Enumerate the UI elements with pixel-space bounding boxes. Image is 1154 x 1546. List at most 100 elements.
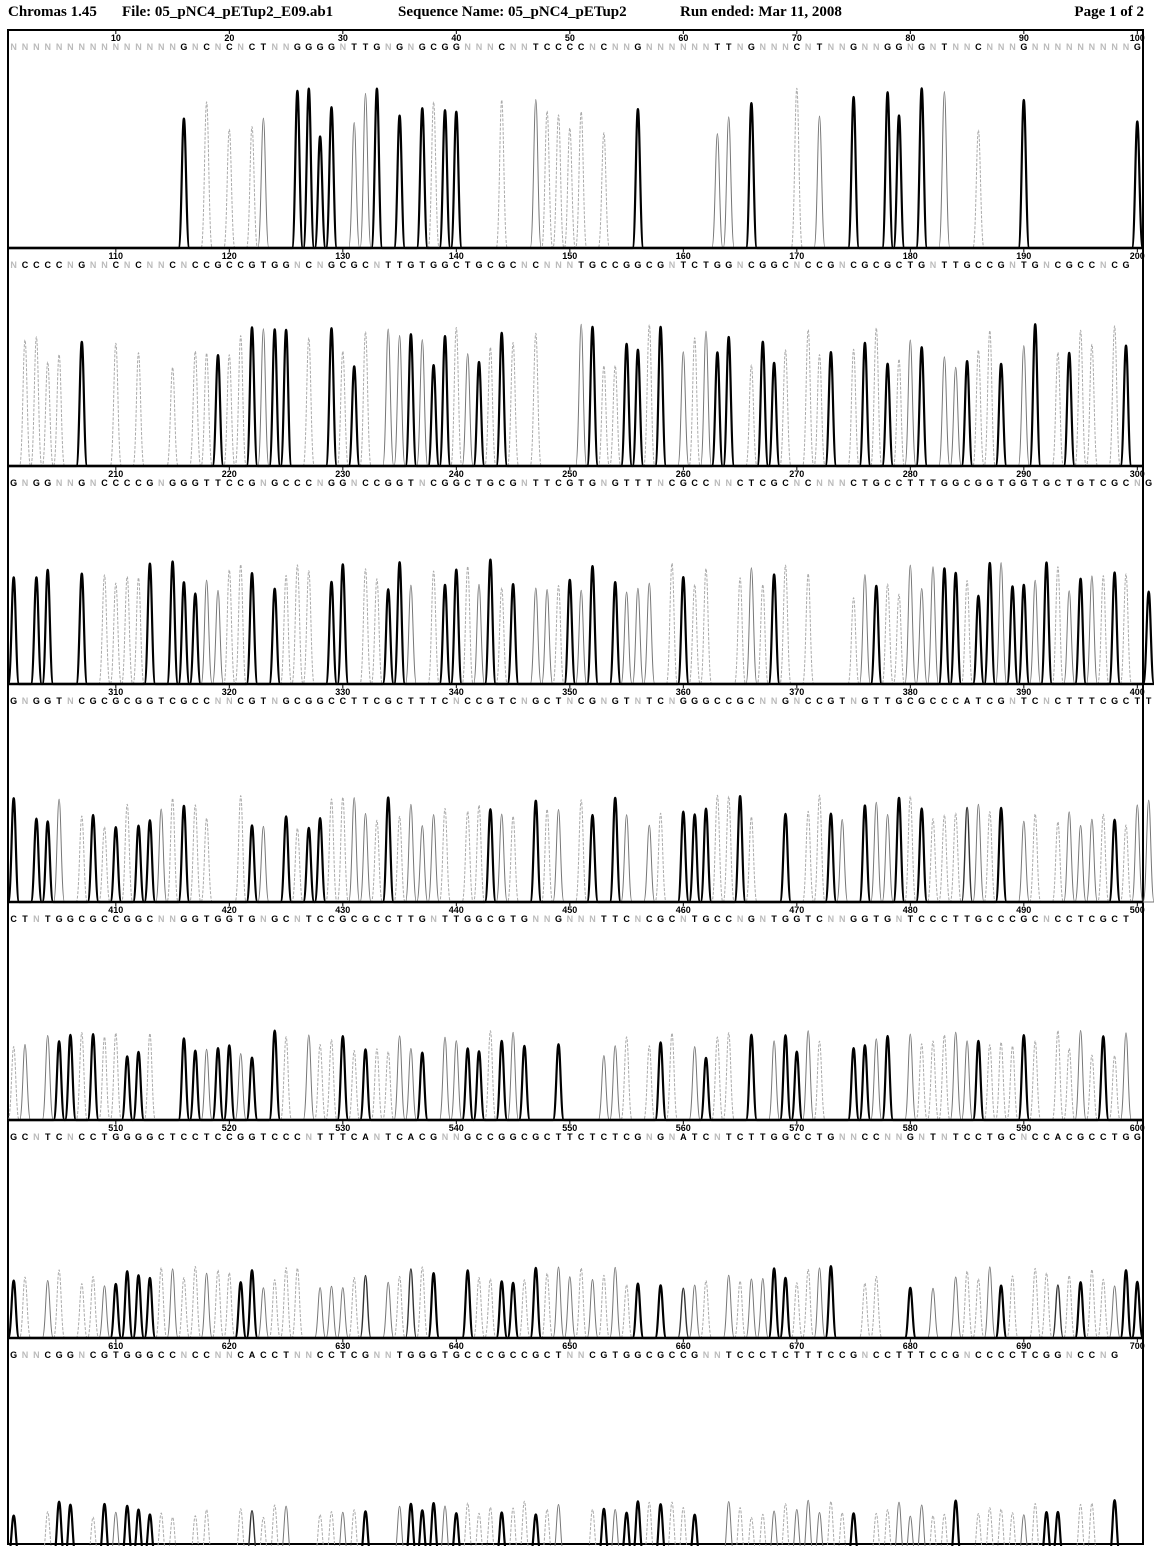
base-call: C <box>884 478 891 488</box>
base-call: G <box>294 42 301 52</box>
base-call: G <box>498 1350 505 1360</box>
base-call: C <box>623 1132 630 1142</box>
base-call: C <box>1089 914 1096 924</box>
base-call: G <box>782 696 789 706</box>
base-call: T <box>908 1350 914 1360</box>
base-call: N <box>226 1350 233 1360</box>
base-call: T <box>805 914 811 924</box>
base-call: C <box>79 696 86 706</box>
base-call: G <box>271 914 278 924</box>
base-call: C <box>691 478 698 488</box>
base-call: G <box>691 696 698 706</box>
base-call: N <box>22 696 29 706</box>
base-call: C <box>760 478 767 488</box>
base-call: C <box>748 696 755 706</box>
base-call: C <box>44 1350 51 1360</box>
base-call: C <box>1043 1132 1050 1142</box>
base-call: C <box>1055 478 1062 488</box>
position-label: 160 <box>676 251 691 261</box>
base-call: C <box>158 1350 165 1360</box>
base-call: C <box>283 478 290 488</box>
base-call: C <box>601 1132 608 1142</box>
base-call: N <box>521 260 528 270</box>
base-call: C <box>294 478 301 488</box>
base-call: N <box>771 696 778 706</box>
base-call: C <box>998 1350 1005 1360</box>
base-call: C <box>1055 914 1062 924</box>
base-call: G <box>634 1132 641 1142</box>
base-call: G <box>101 1350 108 1360</box>
base-call: C <box>805 478 812 488</box>
base-call: N <box>873 42 880 52</box>
trace-T <box>8 562 1143 685</box>
base-call: G <box>453 1350 460 1360</box>
base-call: N <box>351 478 358 488</box>
base-call: C <box>805 260 812 270</box>
position-label: 520 <box>222 1123 237 1133</box>
base-call: T <box>612 1350 618 1360</box>
base-call: G <box>146 478 153 488</box>
base-call: C <box>987 914 994 924</box>
base-call: N <box>725 478 732 488</box>
base-call: C <box>374 478 381 488</box>
base-call: T <box>1021 260 1027 270</box>
base-call: G <box>975 914 982 924</box>
base-call: C <box>260 1350 267 1360</box>
position-label: 20 <box>224 33 234 43</box>
base-call: N <box>260 478 267 488</box>
base-call: C <box>306 478 313 488</box>
base-call: G <box>90 914 97 924</box>
base-call: T <box>45 1132 51 1142</box>
base-call: N <box>1043 914 1050 924</box>
base-call: G <box>328 478 335 488</box>
base-call: T <box>817 1350 823 1360</box>
base-call: N <box>646 42 653 52</box>
base-call: C <box>998 914 1005 924</box>
base-call: N <box>294 914 301 924</box>
base-call: T <box>817 1132 823 1142</box>
base-call: C <box>385 914 392 924</box>
base-call: N <box>805 42 812 52</box>
base-call: N <box>158 914 165 924</box>
base-call: G <box>124 914 131 924</box>
base-call: C <box>226 1132 233 1142</box>
base-call: N <box>67 260 74 270</box>
base-call: G <box>873 478 880 488</box>
base-call: C <box>1009 914 1016 924</box>
base-call: G <box>634 260 641 270</box>
base-call: G <box>362 914 369 924</box>
base-call: C <box>669 914 676 924</box>
base-call: N <box>521 42 528 52</box>
position-label: 650 <box>562 1341 577 1351</box>
base-call: G <box>623 1350 630 1360</box>
base-call: N <box>306 1132 313 1142</box>
base-call: G <box>861 696 868 706</box>
base-call: C <box>442 696 449 706</box>
base-call: G <box>441 260 448 270</box>
position-label: 400 <box>1130 687 1145 697</box>
base-call: G <box>419 914 426 924</box>
base-call: N <box>816 478 823 488</box>
position-label: 70 <box>792 33 802 43</box>
position-label: 170 <box>789 251 804 261</box>
base-call: N <box>1066 1350 1073 1360</box>
base-call: C <box>487 1132 494 1142</box>
base-call: C <box>725 696 732 706</box>
base-call: C <box>748 1350 755 1360</box>
trace-G <box>8 323 1143 468</box>
base-call: C <box>941 914 948 924</box>
base-call: N <box>896 914 903 924</box>
base-call: T <box>896 1350 902 1360</box>
position-label: 300 <box>1130 469 1145 479</box>
base-call: C <box>805 1132 812 1142</box>
base-call: N <box>567 260 574 270</box>
base-call: T <box>919 1350 925 1360</box>
base-call: C <box>90 1132 97 1142</box>
base-call: T <box>692 1132 698 1142</box>
base-call: G <box>1100 914 1107 924</box>
base-call: T <box>340 1350 346 1360</box>
base-call: C <box>430 478 437 488</box>
base-call: G <box>67 1350 74 1360</box>
base-call: T <box>1112 1132 1118 1142</box>
